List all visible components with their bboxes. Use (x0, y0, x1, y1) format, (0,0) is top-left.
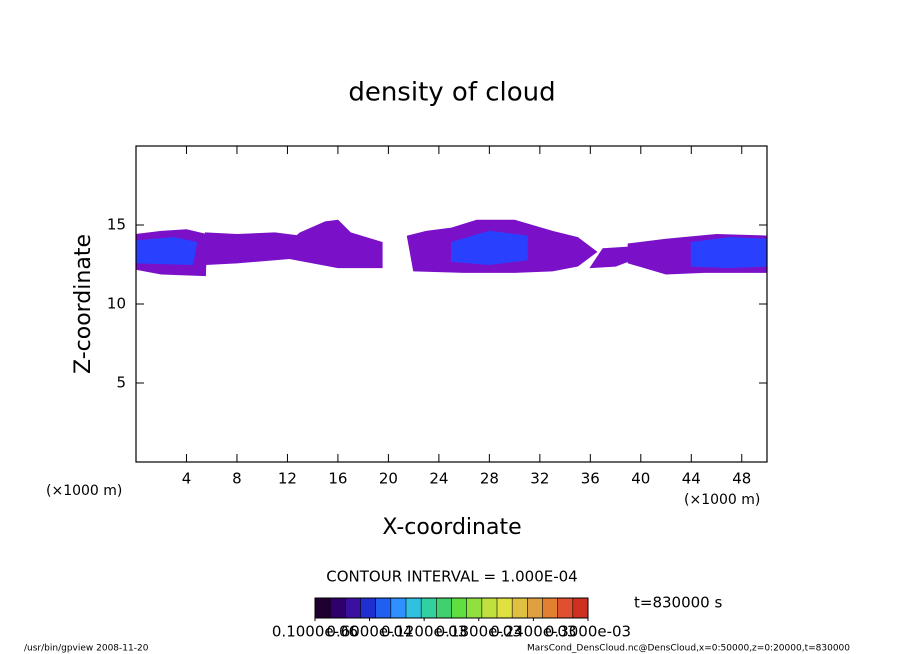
x-tick-label: 36 (581, 470, 600, 488)
colorbar-swatch (375, 598, 392, 618)
colorbar-swatch (345, 598, 361, 618)
x-tick-label: 40 (631, 470, 650, 488)
plot-area (135, 219, 768, 277)
colorbar-swatch (527, 598, 543, 618)
y-tick-label: 5 (116, 374, 126, 392)
colorbar-swatch (436, 598, 452, 618)
colorbar-swatch (497, 598, 513, 618)
colorbar-frame (314, 597, 589, 619)
x-tick-label: 32 (530, 470, 549, 488)
y-tick-label: 10 (107, 295, 126, 313)
x-tick-label: 12 (278, 470, 297, 488)
x-unit-label: (×1000 m) (46, 483, 122, 499)
colorbar-swatch (421, 598, 437, 618)
colorbar-label: 0.1000e-06 (272, 623, 358, 641)
colorbar-label: 0.1800e-03 (436, 623, 522, 641)
colorbar-swatch (406, 598, 422, 618)
colorbar-swatch (557, 598, 574, 618)
x-unit-label: (×1000 m) (684, 492, 760, 508)
x-tick-label: 24 (429, 470, 448, 488)
colorbar-swatch (512, 598, 528, 618)
colorbar-label: 0.2400e-03 (490, 623, 576, 641)
colorbar-swatch (330, 598, 346, 618)
colorbar-label: 0.1200e-03 (381, 623, 467, 641)
colorbar-swatch (360, 598, 377, 618)
cloud-region (135, 237, 198, 266)
contour-interval: CONTOUR INTERVAL = 1.000E-04 (326, 568, 577, 586)
colorbar-swatch (315, 598, 331, 618)
time-label: t=830000 s (634, 594, 722, 612)
cloud-region (286, 219, 383, 269)
colorbar-swatch (390, 598, 407, 618)
footer-left: /usr/bin/gpview 2008-11-20 (24, 644, 149, 654)
x-axis-label: X-coordinate (382, 515, 521, 540)
colorbar-swatch (466, 598, 483, 618)
x-tick-label: 44 (682, 470, 701, 488)
colorbar-swatch (451, 598, 468, 618)
x-tick-label: 4 (182, 470, 192, 488)
colorbar-label: 0.6000e-04 (326, 623, 412, 641)
chart-title: density of cloud (348, 78, 555, 108)
cloud-region (690, 237, 768, 269)
y-axis-label: Z-coordinate (71, 234, 96, 374)
x-tick-label: 16 (328, 470, 347, 488)
colorbar-swatch (572, 598, 589, 618)
cloud-region (451, 230, 528, 266)
footer-right: MarsCond_DensCloud.nc@DensCloud,x=0:5000… (527, 644, 850, 654)
y-tick-label: 15 (107, 216, 126, 234)
x-tick-label: 20 (379, 470, 398, 488)
plot-frame (135, 145, 768, 463)
x-tick-label: 48 (732, 470, 751, 488)
colorbar-swatch (542, 598, 559, 618)
colorbar-swatch (481, 598, 498, 618)
colorbar-label: 0.3000e-03 (545, 623, 631, 641)
x-tick-label: 8 (232, 470, 242, 488)
x-tick-label: 28 (480, 470, 499, 488)
